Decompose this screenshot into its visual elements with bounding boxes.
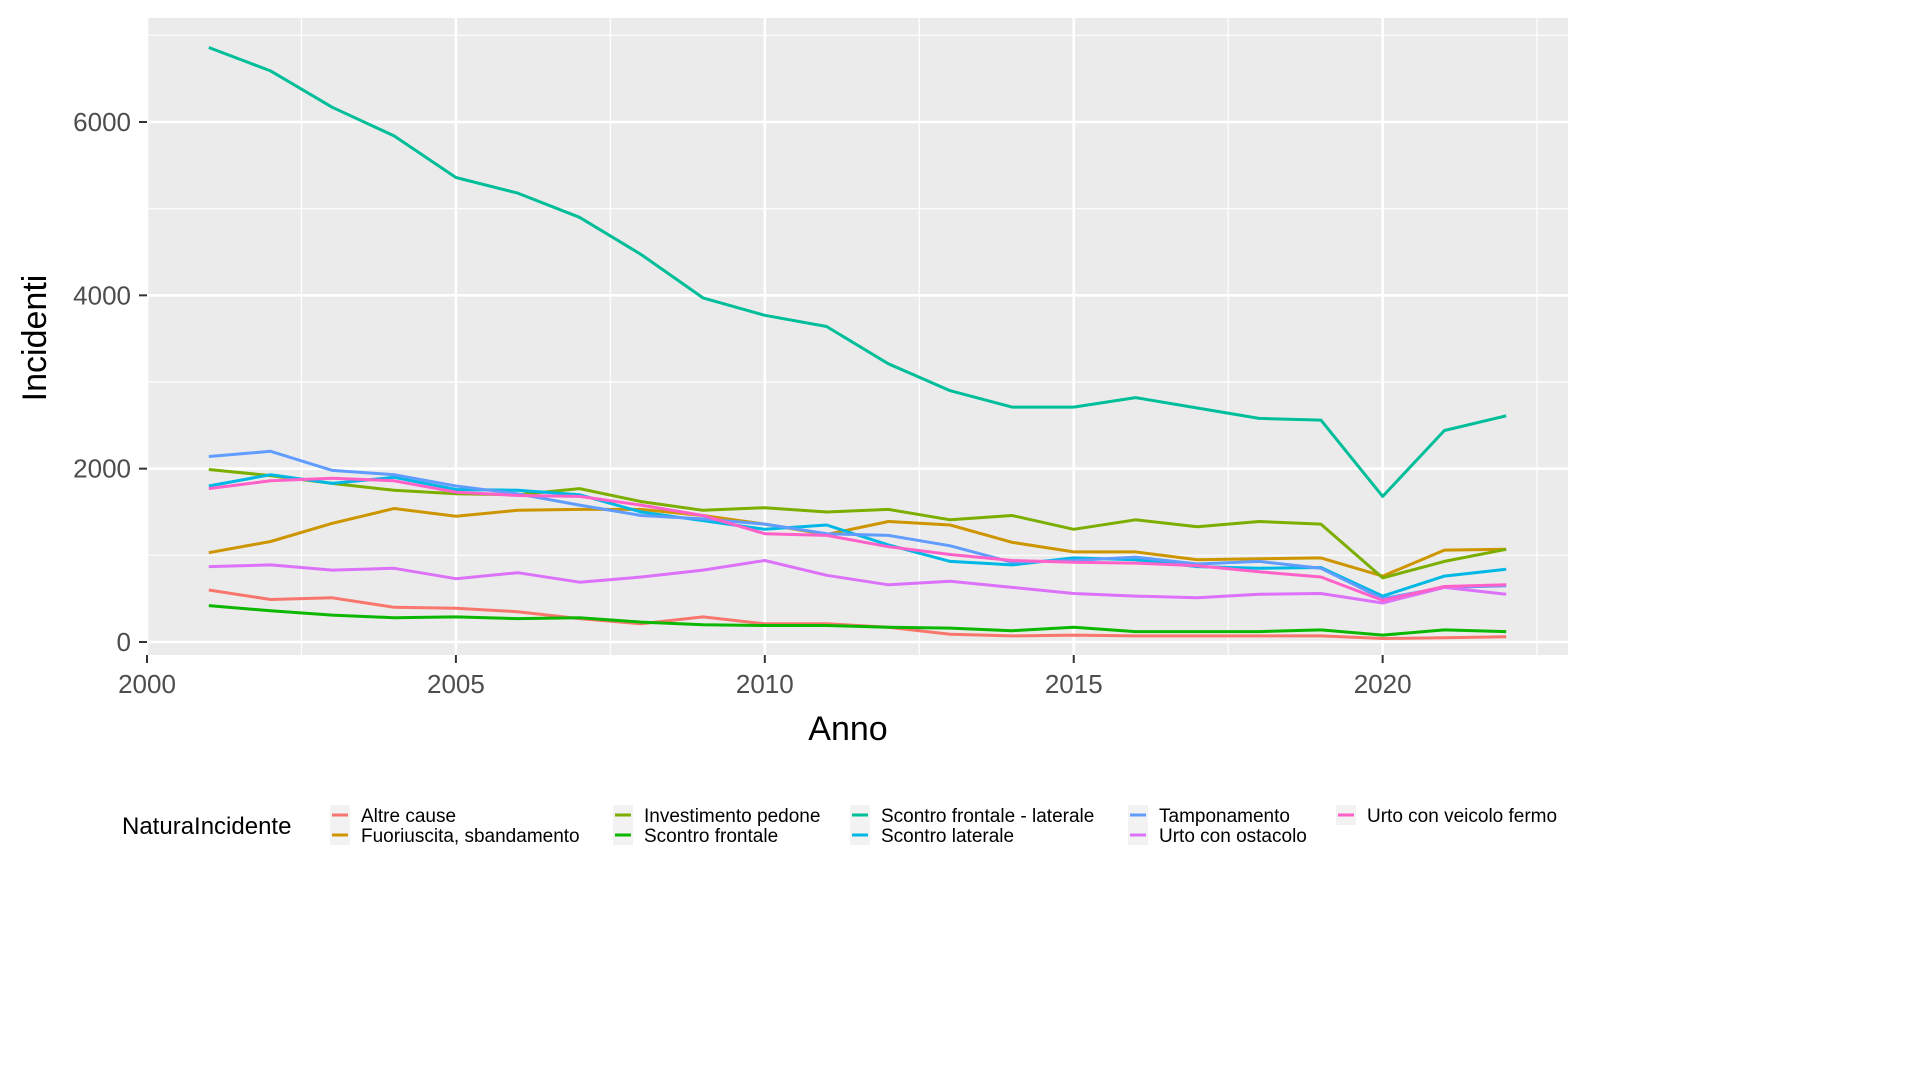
y-tick-label: 0 [117,627,131,657]
y-tick-label: 6000 [73,107,131,137]
x-tick-label: 2005 [427,669,485,699]
y-axis-title: Incidenti [16,275,54,402]
x-axis-title: Anno [808,710,887,748]
x-tick-label: 2000 [118,669,176,699]
series-line-urto-con-veicolo-fermo [208,476,1507,602]
legend-label: Urto con veicolo fermo [1367,806,1557,827]
x-tick-label: 2015 [1045,669,1103,699]
legend-label: Scontro laterale [881,826,1014,847]
legend: NaturaIncidente Altre causeFuoriuscita, … [122,805,1557,847]
legend-label: Scontro frontale [644,826,778,847]
series-line-tamponamento [208,449,1507,601]
chart: 2000 2005 2010 2015 2020 0 2000 4000 6000 Anno … [16,18,1568,847]
series-line-fuoriuscita-sbandamento [208,507,1507,578]
minor-gridlines [147,18,1568,655]
series-line-scontro-frontale [208,604,1507,637]
plot-panel [147,18,1568,655]
series-line-urto-con-ostacolo [208,559,1507,605]
y-tick-label: 4000 [73,280,131,310]
series-lines [208,46,1507,640]
x-axis: 2000 2005 2010 2015 2020 [118,655,1412,699]
x-tick-label: 2020 [1354,669,1412,699]
legend-label: Fuoriuscita, sbandamento [361,826,580,847]
legend-label: Urto con ostacolo [1159,826,1307,847]
legend-label: Scontro frontale - laterale [881,806,1094,827]
series-line-scontro-frontale-laterale [208,46,1507,498]
legend-label: Investimento pedone [644,806,820,827]
y-axis: 0 2000 4000 6000 [73,107,147,657]
y-tick-label: 2000 [73,454,131,484]
series-line-investimento-pedone [208,468,1507,580]
legend-label: Altre cause [361,806,456,827]
legend-title: NaturaIncidente [122,813,291,840]
x-tick-label: 2010 [736,669,794,699]
legend-label: Tamponamento [1159,806,1290,827]
major-gridlines [145,18,1568,655]
